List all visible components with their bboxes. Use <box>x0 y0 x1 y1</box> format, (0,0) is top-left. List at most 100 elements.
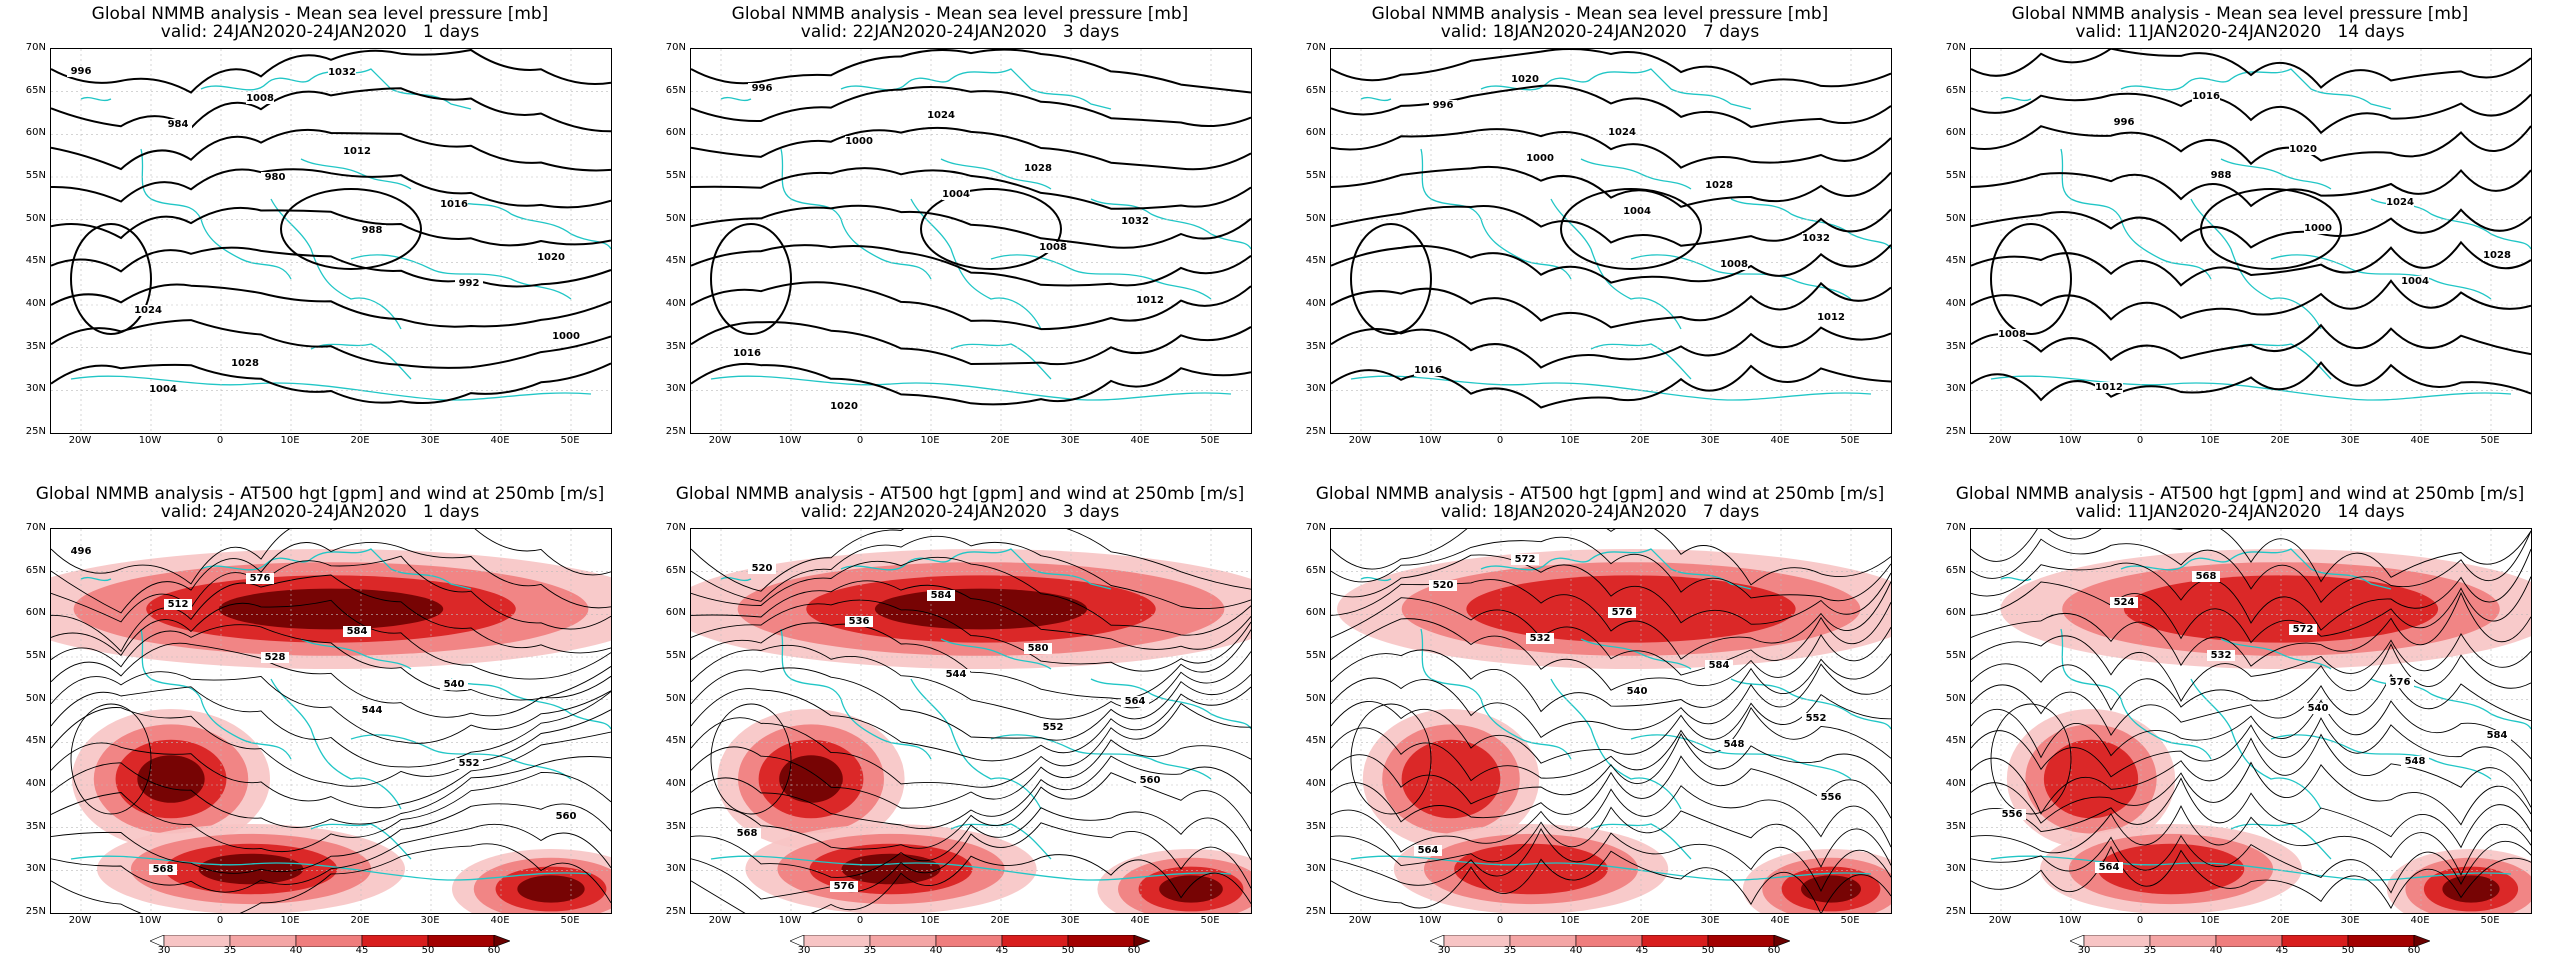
coastline <box>2190 678 2322 810</box>
isoline <box>51 541 611 614</box>
lat-tick-label: 60N <box>665 607 686 619</box>
lat-tick-label: 30N <box>1945 863 1966 875</box>
lon-tick-label: 20E <box>350 435 370 446</box>
isoline-closed <box>1350 703 1432 815</box>
coastline <box>2000 96 2032 102</box>
isoline-closed <box>710 223 792 335</box>
isoline <box>51 555 611 630</box>
coastline <box>1480 68 1752 110</box>
lon-tick-label: 20E <box>2270 435 2290 446</box>
coastline <box>2120 548 2392 590</box>
lon-tick-label: 10E <box>1560 435 1580 446</box>
isoline <box>51 87 611 133</box>
lon-tick-label: 0 <box>1496 915 1504 926</box>
contour-label: 512 <box>168 599 189 610</box>
graticule <box>1971 49 2531 433</box>
contour-label: 1028 <box>231 358 259 369</box>
map-canvas: 524 532 540 548 556 564 568 572 576 584 <box>1971 529 2531 913</box>
lat-tick-label: 65N <box>1945 84 1966 96</box>
coastline <box>910 198 1042 330</box>
lat-tick-label: 30N <box>1305 383 1326 395</box>
contour-label: 576 <box>834 881 855 892</box>
lat-tick-label: 30N <box>665 383 686 395</box>
isoline <box>1971 576 2531 644</box>
contour-labels: 996 1000 1004 1008 1012 1016 1020 1024 1028 1032 <box>1414 74 1845 376</box>
lat-tick-label: 70N <box>1945 42 1966 53</box>
isoline <box>691 755 1251 829</box>
lon-tick-label: 30E <box>2340 435 2360 446</box>
isoline-closed <box>920 188 1062 270</box>
lon-tick-label: 40E <box>1130 435 1150 446</box>
colorbar-tick-label: 50 <box>1061 945 1075 956</box>
isoline <box>1971 717 2531 782</box>
wind-shading <box>1337 549 1891 913</box>
isoline-closed <box>280 188 422 270</box>
lon-tick-label: 10E <box>280 915 300 926</box>
colorbar-tick-label: 40 <box>2209 945 2223 956</box>
lon-tick-label: 50E <box>560 915 580 926</box>
isoline-closed <box>70 223 152 335</box>
wind-shade-area <box>841 853 941 885</box>
lon-tick-label: 10W <box>778 435 802 446</box>
coastline <box>990 734 1212 780</box>
contour-label: 560 <box>556 811 577 822</box>
lat-tick-label: 30N <box>665 863 686 875</box>
panel-title: Global NMMB analysis - AT500 hgt [gpm] a… <box>1315 484 1885 504</box>
coastline <box>140 148 292 280</box>
contour-label: 1004 <box>149 384 177 395</box>
lat-tick-label: 65N <box>1305 564 1326 576</box>
coastlines <box>710 68 1251 401</box>
coastline <box>200 548 472 590</box>
lat-tick-label: 55N <box>1945 650 1966 661</box>
contour-label: 568 <box>153 864 174 875</box>
contour-labels: 520 536 544 552 560 568 576 584 580 564 <box>733 563 1164 892</box>
lon-tick-label: 0 <box>2136 435 2144 446</box>
colorbar-tick-label: 35 <box>863 945 877 956</box>
lon-tick-label: 20E <box>990 915 1010 926</box>
contour-label: 1012 <box>343 146 371 157</box>
wind-shade-area <box>874 588 1088 630</box>
isoline <box>691 854 1251 913</box>
lat-tick-label: 65N <box>25 564 46 576</box>
isoline <box>1331 706 1891 782</box>
contour-label: 1008 <box>1998 329 2026 340</box>
contour-label: 1024 <box>2386 197 2414 208</box>
lon-tick-label: 20E <box>990 435 1010 446</box>
coastline <box>2270 734 2492 780</box>
isoline-closed <box>2200 188 2342 270</box>
coastline <box>950 343 1052 380</box>
isolines <box>1971 49 2531 402</box>
isoline <box>1331 49 1891 88</box>
isoline <box>1331 84 1891 129</box>
colorbar-tick-label: 45 <box>995 945 1009 956</box>
graticule <box>51 49 611 433</box>
isoline <box>51 529 611 585</box>
coastline <box>270 678 402 810</box>
lat-tick-label: 50N <box>1945 212 1966 224</box>
colorbar-tick-label: 35 <box>1503 945 1517 956</box>
colorbar-tick-label: 40 <box>929 945 943 956</box>
isoline <box>691 49 1251 94</box>
isoline <box>51 731 611 809</box>
contour-label: 1008 <box>1039 242 1067 253</box>
isoline <box>51 671 611 744</box>
panel-subtitle: valid: 18JAN2020-24JAN2020 7 days <box>1440 502 1760 522</box>
lat-tick-label: 40N <box>1945 778 1966 789</box>
colorbar-tick-label: 50 <box>1701 945 1715 956</box>
contour-label: 1004 <box>1623 206 1651 217</box>
lat-tick-label: 50N <box>25 212 46 224</box>
contour-label: 1012 <box>2095 382 2123 393</box>
isoline <box>1971 168 2531 208</box>
lat-tick-label: 60N <box>1305 607 1326 619</box>
contour-label: 1020 <box>1511 74 1539 85</box>
lat-tick-label: 55N <box>25 170 46 181</box>
contour-label: 564 <box>1418 845 1439 856</box>
lat-tick-label: 25N <box>25 426 46 437</box>
lat-tick-label: 25N <box>665 426 686 437</box>
isoline <box>51 642 611 718</box>
lat-tick-label: 35N <box>1305 340 1326 352</box>
contour-label: 996 <box>752 83 773 94</box>
contour-label: 520 <box>752 563 773 574</box>
lon-tick-label: 20W <box>1348 915 1372 926</box>
lat-tick-label: 45N <box>1305 735 1326 747</box>
